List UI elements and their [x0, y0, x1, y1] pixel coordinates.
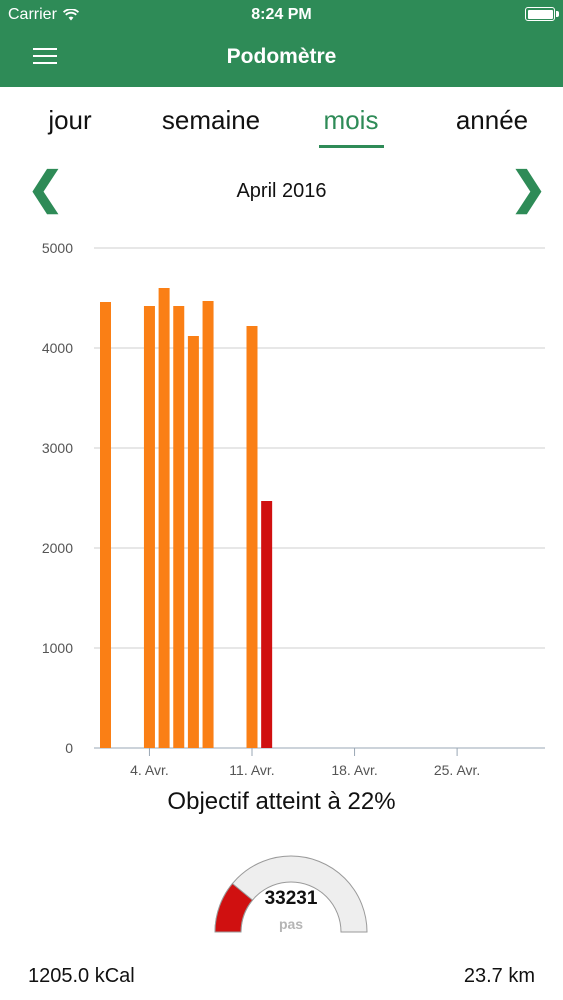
- x-tick-label: 18. Avr.: [331, 762, 377, 778]
- period-label: April 2016: [236, 180, 327, 202]
- steps-bar: [187, 336, 199, 748]
- steps-bar-chart: 0 1000 2000 3000 4000 5000 4. Avr. 11. Avr. 18. …: [42, 240, 545, 778]
- gauge-fill: [214, 882, 254, 933]
- battery-icon: [525, 7, 559, 21]
- wifi-icon: [62, 9, 79, 21]
- steps-gauge: [214, 855, 368, 933]
- x-tick-label: 4. Avr.: [130, 762, 169, 778]
- carrier-info: Carrier: [8, 6, 79, 24]
- gauge-track: [214, 855, 368, 933]
- steps-bar: [143, 306, 155, 748]
- x-tick-label: 25. Avr.: [434, 762, 480, 778]
- steps-bar: [261, 501, 273, 748]
- y-tick-label: 0: [65, 740, 73, 756]
- gauge-steps-value: 33231: [264, 888, 318, 909]
- status-time: 8:24 PM: [251, 6, 312, 23]
- steps-bar: [173, 306, 185, 748]
- distance-value: 23.7 km: [463, 965, 535, 987]
- carrier-label: Carrier: [8, 6, 57, 23]
- steps-bar: [158, 288, 170, 748]
- tab-annee[interactable]: année: [455, 105, 529, 135]
- x-tick-label: 11. Avr.: [229, 762, 274, 778]
- status-bar: Carrier 8:24 PM: [0, 0, 563, 30]
- y-tick-label: 3000: [42, 440, 73, 456]
- steps-bar: [246, 326, 258, 748]
- steps-bar: [202, 301, 214, 748]
- calories-value: 1205.0 kCal: [28, 965, 135, 987]
- y-tick-label: 2000: [42, 540, 73, 556]
- objective-text: Objectif atteint à 22%: [167, 788, 396, 815]
- chevron-left-icon[interactable]: ❮: [27, 164, 64, 213]
- nav-bar: Podomètre: [0, 30, 563, 87]
- period-selector: ❮ April 2016 ❯: [0, 165, 563, 215]
- hamburger-menu-icon[interactable]: [33, 46, 57, 66]
- chevron-right-icon[interactable]: ❯: [510, 164, 547, 213]
- page-title: Podomètre: [226, 45, 337, 68]
- y-tick-label: 1000: [42, 640, 73, 656]
- tab-mois[interactable]: mois: [323, 105, 379, 135]
- steps-bar: [100, 302, 111, 748]
- tab-jour[interactable]: jour: [48, 105, 92, 135]
- active-tab-indicator: [319, 145, 384, 148]
- period-tabs: jour semaine mois année: [0, 100, 563, 150]
- y-tick-label: 4000: [42, 340, 73, 356]
- y-tick-label: 5000: [42, 240, 73, 256]
- tab-semaine[interactable]: semaine: [161, 105, 261, 135]
- gauge-steps-unit: pas: [278, 916, 304, 932]
